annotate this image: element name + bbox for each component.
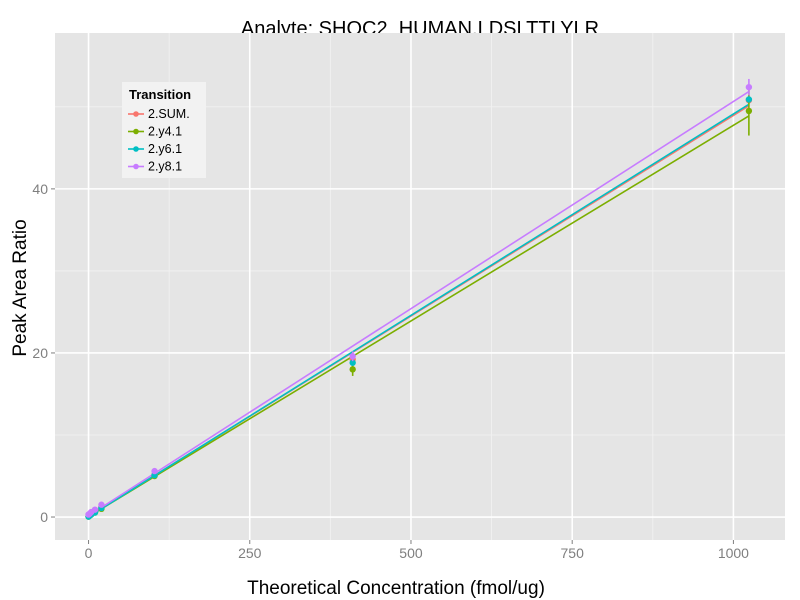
- y-axis-label: Peak Area Ratio: [10, 219, 31, 356]
- legend-key-point: [133, 128, 139, 135]
- data-point: [91, 506, 99, 513]
- x-axis-label: Theoretical Concentration (fmol/ug): [247, 578, 545, 599]
- y-tick-label: 0: [40, 509, 48, 525]
- data-point: [349, 353, 356, 360]
- data-point: [151, 467, 158, 475]
- x-tick-label: 750: [561, 545, 585, 561]
- x-tick-label: 500: [399, 545, 423, 561]
- data-point: [745, 83, 753, 91]
- data-point: [98, 501, 105, 508]
- legend-title: Transition: [129, 87, 191, 102]
- fit-line-2.y4.1: [88, 115, 750, 518]
- data-point: [745, 107, 753, 115]
- legend-label: 2.y8.1: [148, 160, 182, 174]
- legend: Transition 2.SUM. 2.y4.1 2.y6.1 2.y8.1: [122, 82, 206, 178]
- x-tick-label: 0: [85, 545, 93, 561]
- x-tick-label: 1000: [718, 545, 749, 561]
- fit-lines: [88, 90, 750, 518]
- data-point: [349, 359, 356, 366]
- y-tick-label: 40: [32, 181, 48, 197]
- grid: [55, 33, 785, 540]
- legend-label: 2.y6.1: [148, 142, 182, 156]
- y-tick-label: 20: [32, 345, 48, 361]
- data-point: [349, 366, 356, 373]
- legend-label: 2.y4.1: [148, 125, 182, 139]
- data-point: [745, 96, 753, 103]
- legend-key-point: [133, 146, 139, 152]
- data-points: [85, 78, 753, 520]
- y-axis: 0 20 40: [32, 181, 55, 525]
- x-tick-label: 250: [238, 545, 262, 561]
- legend-label: 2.SUM.: [148, 107, 190, 121]
- legend-key-point: [133, 163, 139, 170]
- fit-line-2.y6.1: [88, 103, 750, 518]
- fit-line-2.y8.1: [88, 90, 750, 517]
- legend-key-point: [133, 111, 139, 117]
- x-axis: 0 250 500 750 1000: [85, 540, 749, 561]
